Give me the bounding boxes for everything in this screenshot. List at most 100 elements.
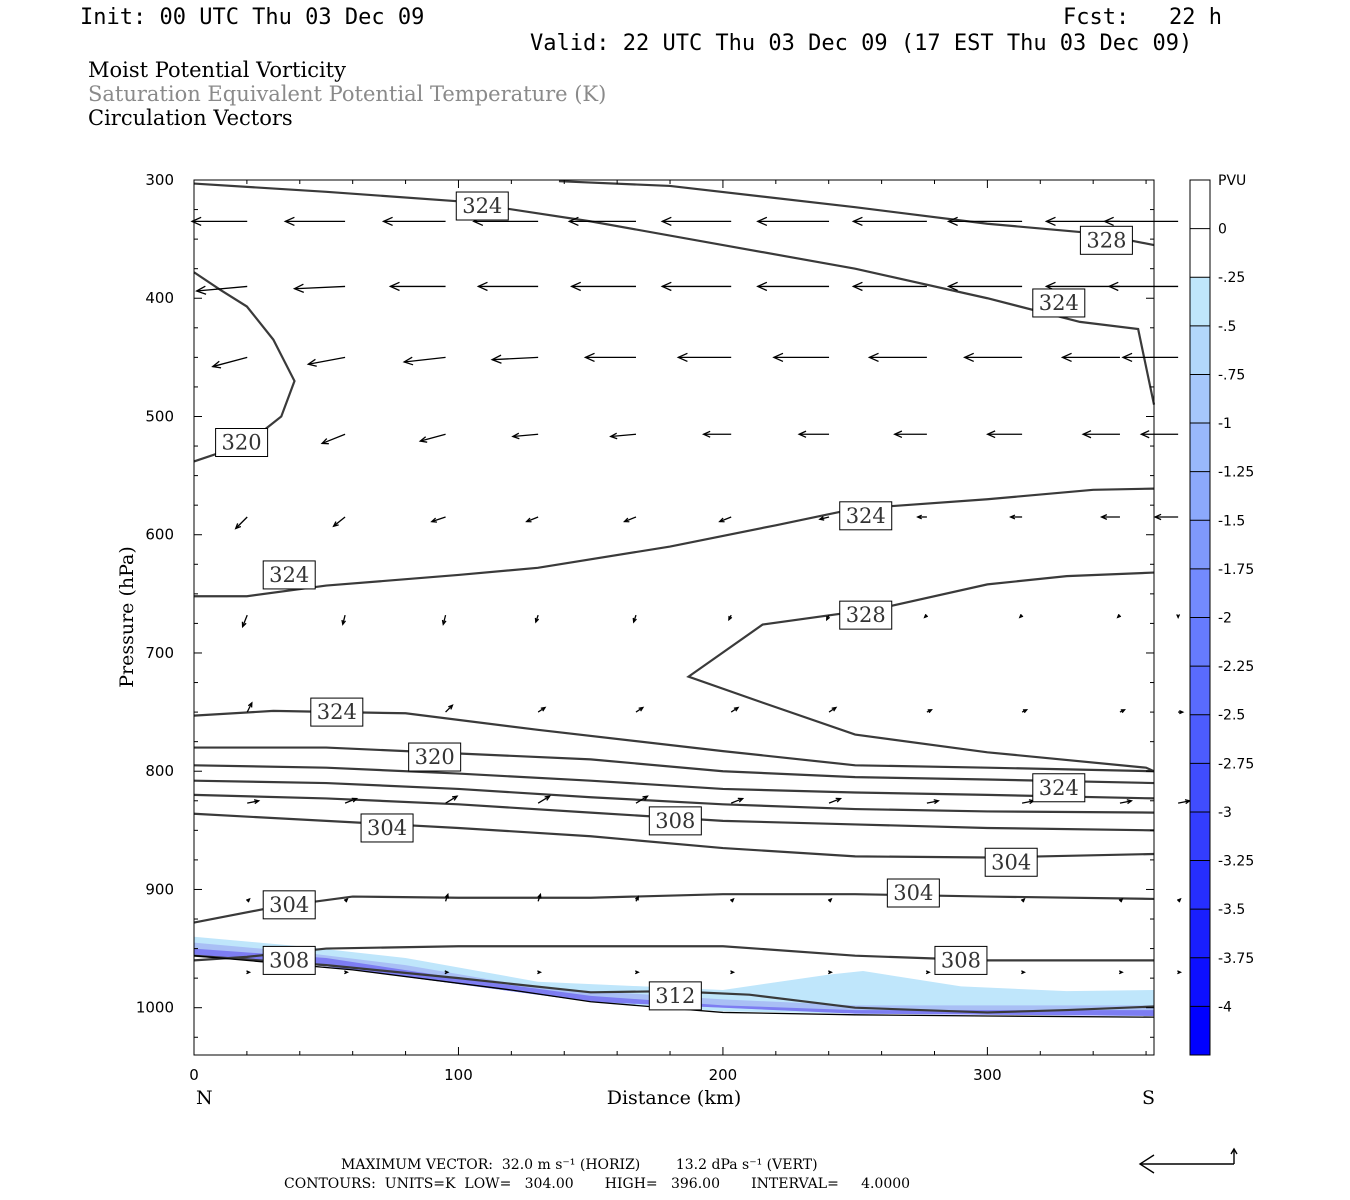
vector-shaft [294, 285, 346, 290]
circulation-vector [851, 281, 927, 292]
vector-shaft [926, 800, 939, 804]
circulation-vector [730, 706, 740, 713]
colorbar-label: -.75 [1218, 367, 1245, 383]
circulation-vector [756, 216, 830, 227]
contour-label: 304 [269, 893, 309, 917]
y-tick-label: 1000 [136, 999, 174, 1017]
vector-head [737, 797, 745, 803]
colorbar-label: -4 [1218, 999, 1232, 1015]
vector-head [1022, 709, 1029, 714]
vector-head [634, 970, 640, 975]
vector-head [828, 970, 833, 975]
contour-label-box [310, 697, 364, 727]
circulation-vector [946, 216, 1023, 227]
colorbar-bin [1190, 860, 1210, 910]
contour-label: 308 [269, 948, 309, 972]
colorbar-title: PVU [1218, 173, 1246, 189]
south-label: S [1142, 1087, 1155, 1109]
circulation-vector [537, 970, 543, 975]
circulation-vector [718, 516, 732, 523]
circulation-vector [634, 895, 639, 902]
circulation-vector [926, 709, 933, 714]
vector-head [1176, 614, 1181, 620]
vector-head [444, 970, 450, 975]
contour-304 [193, 893, 1155, 924]
circulation-vector [211, 356, 248, 369]
vector-head [476, 281, 488, 292]
circulation-vector [828, 706, 838, 713]
circulation-vector [728, 614, 733, 622]
y-axis-label: Pressure (hPa) [116, 546, 138, 688]
circulation-vector [444, 970, 450, 975]
x-tick-label: 200 [709, 1066, 738, 1084]
circulation-vector [444, 892, 449, 902]
vector-head [756, 281, 768, 292]
vector-shaft [344, 797, 357, 804]
vector-shaft [492, 356, 539, 361]
circulation-vector [441, 614, 447, 626]
vector-head [1009, 514, 1016, 520]
x-tick-label: 0 [189, 1066, 199, 1084]
vector-head [818, 516, 825, 521]
vector-head [525, 517, 532, 523]
init-time: Init: 00 UTC Thu 03 Dec 09 [80, 5, 425, 30]
vector-head [1121, 352, 1133, 363]
colorbar-bin [1190, 277, 1210, 326]
circulation-vector [986, 430, 1023, 439]
contour-label: 324 [317, 700, 357, 724]
circulation-vector [418, 433, 446, 443]
vector-shaft [445, 795, 458, 804]
vector-shaft [1119, 800, 1132, 804]
vector-shaft [247, 800, 259, 804]
colorbar-label: -.25 [1218, 270, 1245, 286]
colorbar-bin [1190, 1006, 1210, 1055]
contour-label: 324 [1039, 776, 1079, 800]
contour-label-box [839, 600, 893, 630]
vector-head [946, 216, 958, 227]
contour-312 [193, 954, 1155, 1014]
contour-320 [194, 746, 1155, 785]
circulation-vector [445, 795, 459, 804]
vector-head [1139, 430, 1150, 439]
colorbar-label: -3.5 [1218, 902, 1245, 918]
vector-head [867, 352, 879, 363]
circulation-vector [730, 970, 736, 975]
vector-head [418, 436, 428, 443]
contour-label: 324 [269, 563, 309, 587]
contour-label-box [839, 501, 893, 531]
vector-head [1018, 613, 1024, 619]
circulation-vector [1177, 970, 1183, 975]
vector-head [441, 619, 447, 626]
circulation-vector [926, 799, 940, 805]
colorbar-bin [1190, 763, 1210, 812]
vector-head [756, 216, 768, 227]
circulation-vector [511, 432, 539, 440]
contour-label-box [1032, 773, 1086, 803]
colorbar-label: -1.5 [1218, 513, 1245, 529]
contour-label-box [1032, 288, 1086, 318]
circulation-vector [1118, 970, 1124, 975]
field-1-title: Moist Potential Vorticity [88, 58, 346, 82]
colorbar-label: -3.75 [1218, 951, 1254, 967]
colorbar-bin [1190, 568, 1210, 618]
circulation-vector [344, 970, 349, 975]
circulation-vector [320, 433, 346, 445]
x-tick-label: 100 [444, 1066, 473, 1084]
circulation-vector [867, 352, 927, 363]
circulation-vector [247, 799, 261, 805]
contour-label: 328 [1086, 228, 1126, 252]
colorbar-bin [1190, 811, 1210, 861]
circulation-vector [893, 430, 927, 439]
circulation-vector [635, 795, 649, 804]
vector-head [1116, 613, 1122, 619]
vector-head [730, 970, 736, 975]
vector-head [1107, 281, 1119, 292]
colorbar-label: -3.25 [1218, 854, 1254, 870]
vector-head [211, 360, 222, 369]
vector-head [1021, 970, 1026, 975]
reference-vector-icon [1138, 1147, 1238, 1174]
vector-shaft [828, 797, 841, 804]
circulation-vector [826, 614, 831, 622]
colorbar-label: -2 [1218, 611, 1232, 627]
vector-head [1120, 709, 1126, 714]
